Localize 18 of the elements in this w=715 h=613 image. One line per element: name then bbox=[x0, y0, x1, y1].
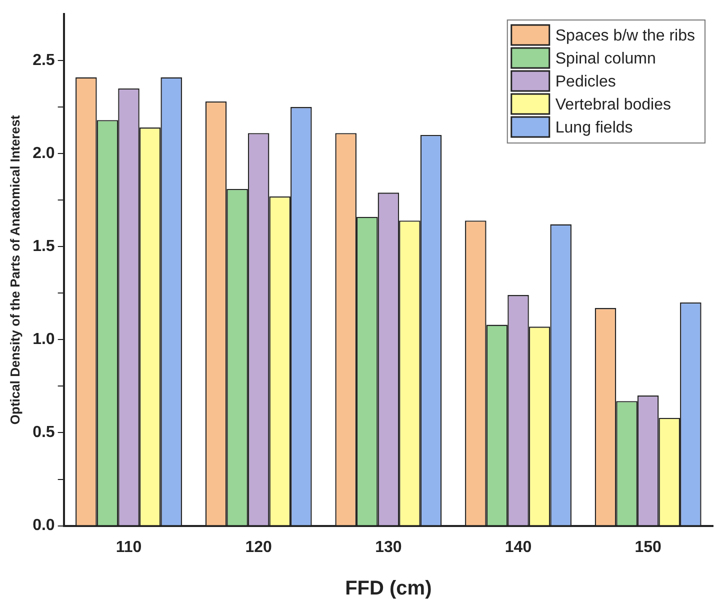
legend-label: Spinal column bbox=[555, 50, 656, 68]
y-tick-label: 1.5 bbox=[32, 238, 55, 256]
legend-label: Pedicles bbox=[555, 73, 616, 90]
y-axis-title: Optical Density of the Parts of Anatomical Interest bbox=[7, 114, 22, 425]
x-tick-label: 150 bbox=[634, 538, 662, 556]
legend-label: Spaces b/w the ribs bbox=[555, 27, 695, 44]
x-tick-label: 120 bbox=[245, 538, 272, 556]
y-tick-label: 2.0 bbox=[32, 144, 55, 162]
x-axis-title: FFD (cm) bbox=[345, 578, 432, 600]
y-tick-label: 1.0 bbox=[32, 331, 55, 348]
legend-label: Vertebral bodies bbox=[555, 96, 672, 114]
x-tick-label: 130 bbox=[375, 538, 402, 556]
y-tick-label: 0.5 bbox=[32, 424, 55, 442]
y-tick-label: 0.0 bbox=[32, 517, 55, 534]
x-tick-label: 140 bbox=[504, 538, 532, 556]
y-tick-label: 2.5 bbox=[32, 52, 55, 69]
x-tick-label: 110 bbox=[116, 538, 142, 556]
legend-label: Lung fields bbox=[555, 119, 633, 136]
